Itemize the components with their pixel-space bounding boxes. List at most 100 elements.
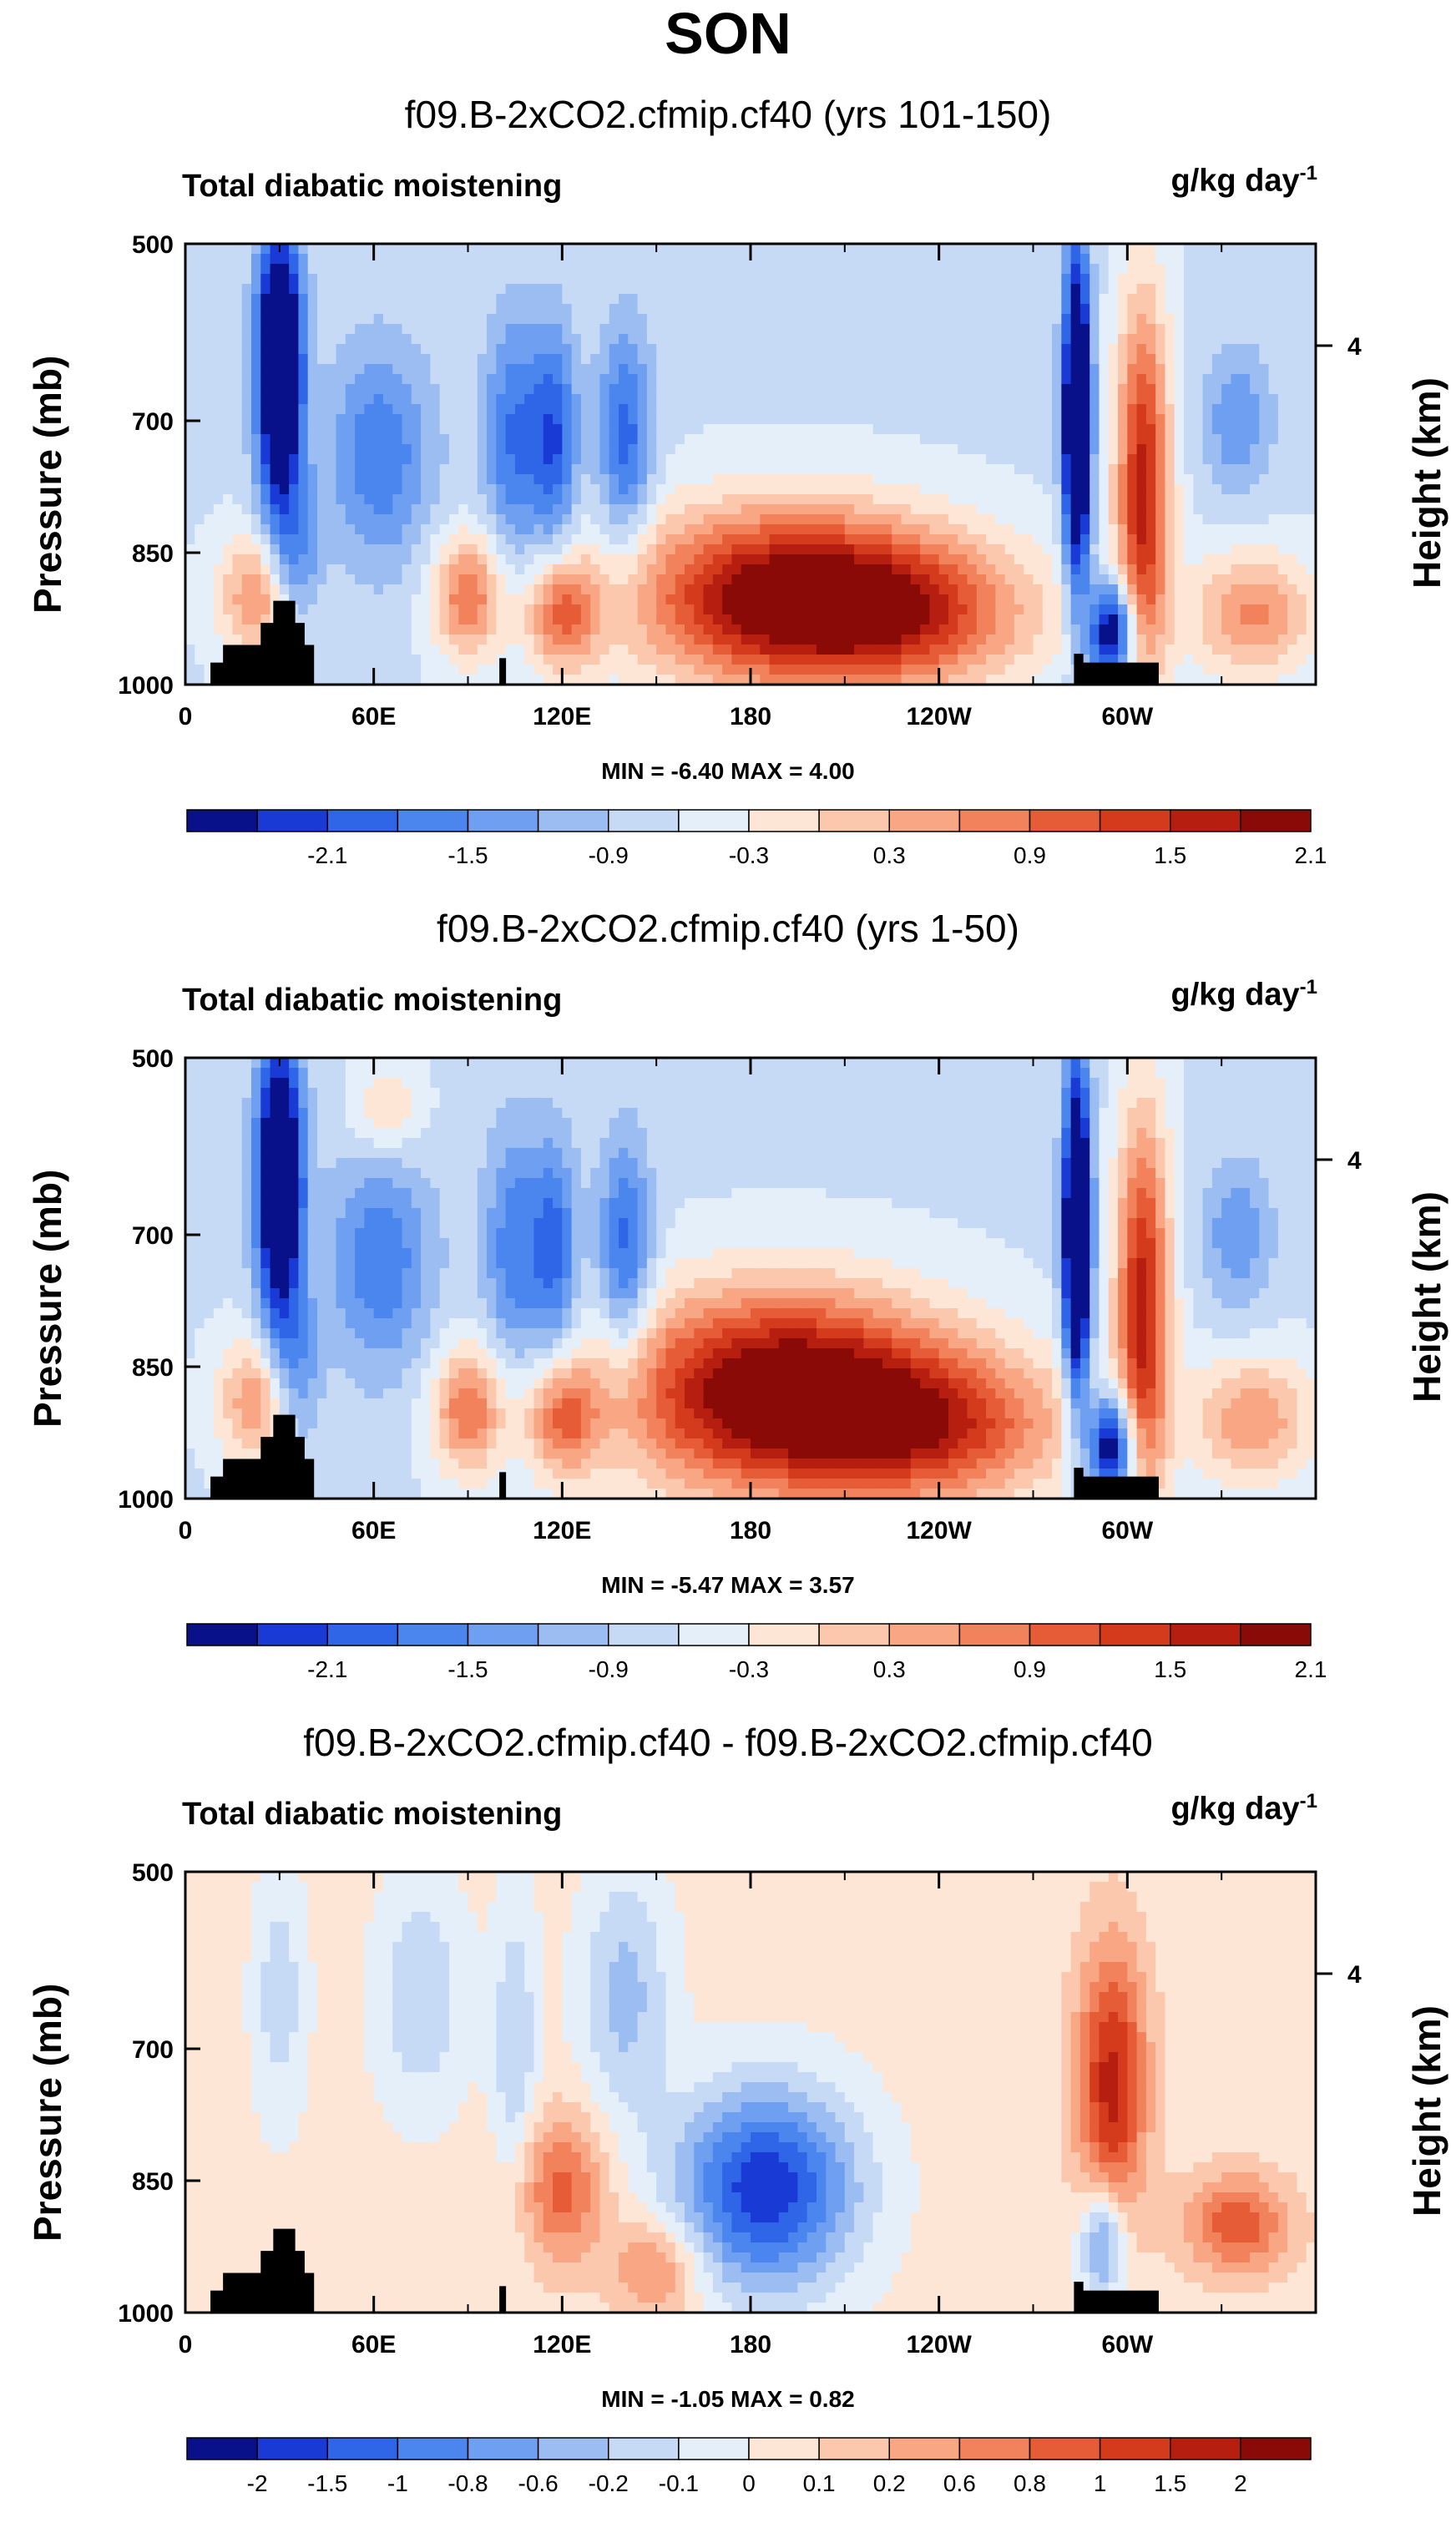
contour-cell <box>477 534 488 545</box>
contour-cell <box>1240 564 1251 575</box>
contour-cell <box>524 564 535 575</box>
contour-cell <box>751 474 761 485</box>
contour-cell <box>1250 374 1260 385</box>
contour-cell <box>250 404 261 415</box>
contour-cell <box>872 314 883 325</box>
contour-cell <box>468 434 478 445</box>
contour-cell <box>458 434 469 445</box>
contour-cell <box>402 274 412 285</box>
contour-cell <box>458 514 469 525</box>
contour-cell <box>1052 444 1062 455</box>
contour-cell <box>1165 665 1175 675</box>
contour-cell <box>289 444 299 455</box>
contour-cell <box>355 604 365 615</box>
contour-cell <box>1136 364 1147 375</box>
contour-cell <box>1004 364 1015 375</box>
contour-cell <box>816 414 827 425</box>
contour-cell <box>468 675 478 685</box>
contour-cell <box>1108 544 1119 555</box>
contour-cell <box>882 424 892 435</box>
contour-cell <box>1118 474 1128 485</box>
contour-cell <box>477 655 488 665</box>
contour-cell <box>1042 384 1053 395</box>
contour-cell <box>854 404 864 415</box>
contour-cell <box>656 514 667 525</box>
contour-cell <box>289 504 299 515</box>
contour-cell <box>637 244 648 255</box>
contour-cell <box>854 554 864 565</box>
contour-cell <box>421 324 431 335</box>
contour-cell <box>316 544 327 555</box>
contour-cell <box>355 504 365 515</box>
contour-cell <box>1155 454 1166 465</box>
contour-cell <box>355 344 365 355</box>
contour-cell <box>599 374 610 385</box>
contour-cell <box>1070 634 1081 645</box>
contour-cell <box>1079 594 1090 605</box>
contour-cell <box>788 334 799 345</box>
contour-cell <box>345 454 356 465</box>
contour-cell <box>826 274 837 285</box>
contour-cell <box>590 264 601 275</box>
contour-cell <box>863 374 874 385</box>
contour-cell <box>241 304 252 315</box>
contour-cell <box>619 454 629 465</box>
contour-cell <box>1155 574 1166 585</box>
contour-cell <box>496 254 507 265</box>
contour-cell <box>1184 254 1194 265</box>
contour-cell <box>806 504 817 515</box>
contour-cell <box>571 484 582 495</box>
contour-cell <box>1014 514 1024 525</box>
contour-cell <box>250 594 261 605</box>
contour-cell <box>421 604 431 615</box>
contour-cell <box>816 464 827 475</box>
contour-cell <box>646 294 657 305</box>
contour-cell <box>712 394 723 405</box>
contour-cell <box>1014 604 1024 615</box>
contour-cell <box>250 524 261 535</box>
contour-cell <box>232 264 243 275</box>
contour-cell <box>948 344 958 355</box>
contour-cell <box>1099 434 1110 445</box>
contour-cell <box>411 424 422 435</box>
contour-cell <box>844 454 855 465</box>
contour-cell <box>1061 364 1072 375</box>
contour-cell <box>826 524 837 535</box>
contour-cell <box>1202 534 1213 545</box>
contour-cell <box>901 434 912 445</box>
contour-cell <box>967 314 978 325</box>
contour-cell <box>524 504 535 515</box>
contour-cell <box>1231 414 1241 425</box>
contour-cell <box>1042 634 1053 645</box>
contour-cell <box>712 364 723 375</box>
contour-cell <box>355 244 365 255</box>
contour-cell <box>270 404 281 415</box>
contour-cell <box>778 554 789 565</box>
contour-cell <box>505 264 516 275</box>
contour-cell <box>496 424 507 435</box>
contour-cell <box>448 354 459 365</box>
contour-cell <box>769 634 780 645</box>
contour-cell <box>656 444 667 455</box>
contour-cell <box>260 244 271 255</box>
contour-cell <box>1165 454 1175 465</box>
contour-cell <box>948 434 958 445</box>
contour-cell <box>863 304 874 315</box>
contour-cell <box>958 444 968 455</box>
contour-cell <box>1033 534 1044 545</box>
contour-cell <box>958 604 968 615</box>
contour-cell <box>1089 304 1100 315</box>
contour-cell <box>336 334 346 345</box>
contour-cell <box>411 274 422 285</box>
contour-cell <box>901 474 912 485</box>
contour-cell <box>1118 274 1128 285</box>
contour-cell <box>1155 404 1166 415</box>
contour-cell <box>307 334 318 345</box>
contour-cell <box>920 354 930 365</box>
contour-cell <box>1052 454 1062 465</box>
contour-cell <box>1079 384 1090 395</box>
contour-cell <box>1165 484 1175 495</box>
contour-cell <box>307 244 318 255</box>
contour-cell <box>392 364 403 375</box>
contour-cell <box>948 604 958 615</box>
